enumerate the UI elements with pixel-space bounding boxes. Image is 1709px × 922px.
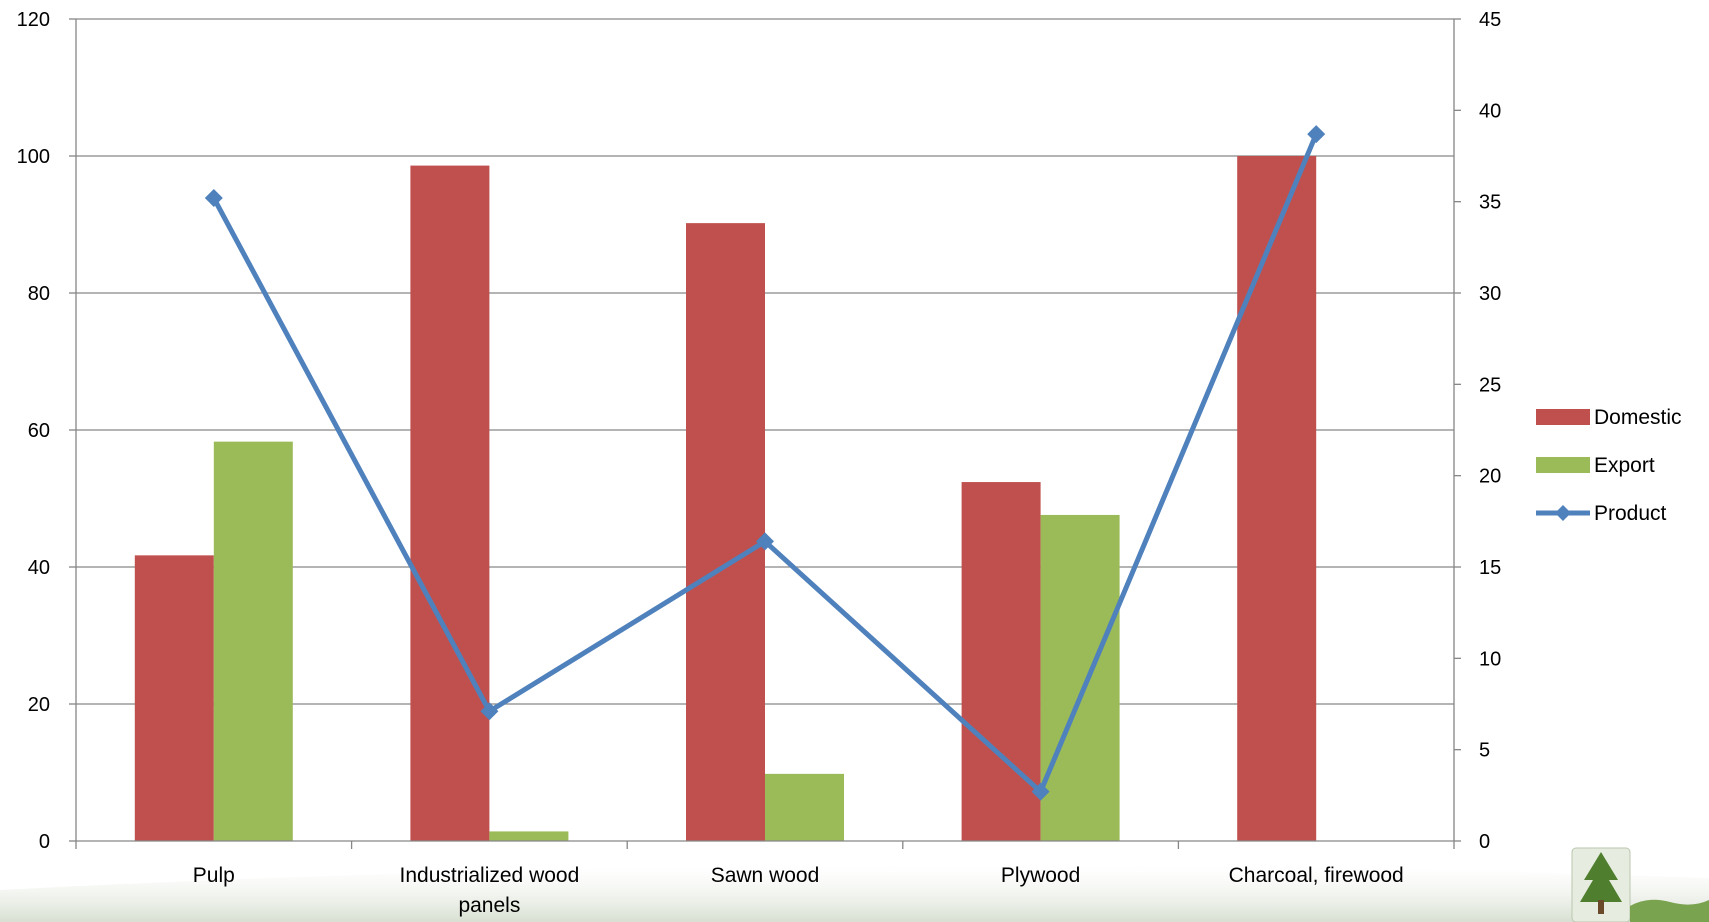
axes: 0 20 40 60 80 100 120 0 5 10 15 20 25 30 35 40 45 Pulp Ind…	[17, 9, 1502, 917]
x-category-label: Charcoal, firewood	[1229, 864, 1404, 887]
x-category-label-line: Industrialized wood	[400, 864, 580, 887]
right-tick-label: 5	[1479, 740, 1490, 762]
x-category-label: Plywood	[1001, 864, 1080, 887]
line-point-product-3	[1031, 782, 1050, 801]
right-tick-label: 15	[1479, 557, 1501, 579]
legend-marker-product	[1555, 505, 1571, 521]
x-category-label-line: panels	[458, 894, 520, 917]
left-tick-label: 80	[28, 283, 50, 305]
left-tick-label: 20	[28, 694, 50, 716]
right-tick-label: 40	[1479, 100, 1501, 122]
bar-export-0	[213, 441, 293, 841]
right-tick-label: 35	[1479, 192, 1501, 214]
left-tick-label: 100	[17, 146, 50, 168]
line-point-product-1	[480, 702, 499, 721]
tree-logo-icon	[1571, 847, 1709, 922]
bar-export-3	[1040, 514, 1120, 841]
bar-export-1	[489, 831, 569, 841]
legend: Domestic Export Product	[1536, 406, 1682, 525]
right-tick-label: 10	[1479, 648, 1501, 670]
right-tick-label: 20	[1479, 466, 1501, 488]
left-tick-label: 0	[39, 831, 50, 853]
line-point-product-2	[756, 532, 774, 551]
bar-export-2	[765, 773, 844, 841]
x-category-label: Sawn wood	[711, 864, 820, 887]
footer-band	[0, 864, 1709, 922]
bar-domestic-2	[686, 223, 765, 841]
right-tick-label: 0	[1479, 831, 1490, 853]
bar-domestic-1	[410, 165, 490, 842]
line-point-product-4	[1307, 125, 1326, 144]
right-tick-label: 45	[1479, 9, 1501, 31]
x-category-label: Industrialized wood panels	[400, 864, 580, 917]
legend-label-product: Product	[1594, 502, 1667, 525]
x-category-label: Pulp	[193, 864, 235, 887]
left-tick-label: 60	[28, 420, 50, 442]
bar-domestic-4	[1237, 156, 1317, 841]
legend-swatch-export	[1536, 457, 1590, 473]
legend-label-domestic: Domestic	[1594, 406, 1682, 429]
left-tick-label: 120	[17, 9, 50, 31]
bar-domestic-0	[134, 555, 214, 841]
bar-series	[134, 156, 1317, 842]
left-tick-label: 40	[28, 557, 50, 579]
right-tick-label: 25	[1479, 374, 1501, 396]
right-tick-label: 30	[1479, 283, 1501, 305]
line-point-product-0	[204, 189, 223, 208]
legend-swatch-domestic	[1536, 409, 1590, 425]
line-series	[204, 125, 1326, 801]
legend-label-export: Export	[1594, 454, 1655, 477]
bar-domestic-3	[961, 482, 1041, 841]
